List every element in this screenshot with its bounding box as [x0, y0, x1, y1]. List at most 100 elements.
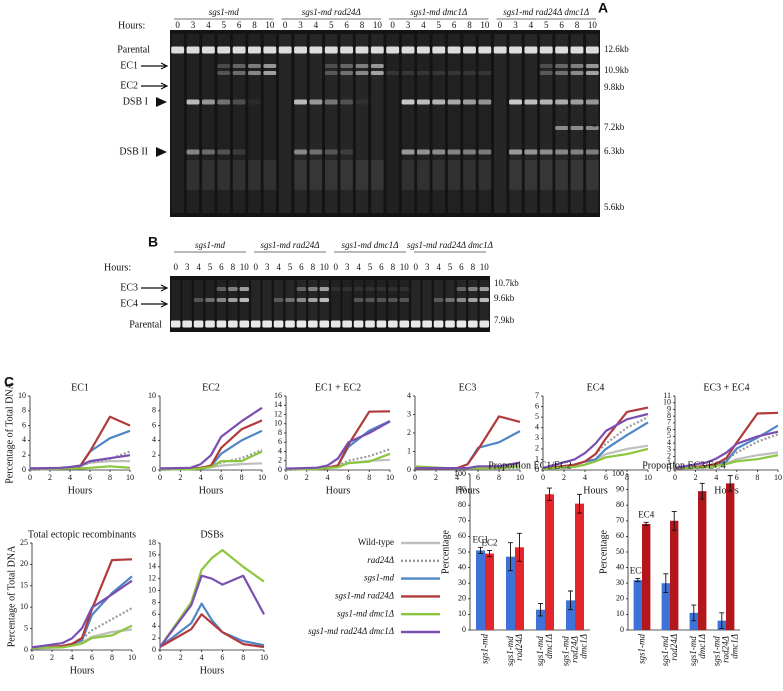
gel-band	[585, 160, 599, 190]
gel-band	[463, 160, 476, 190]
strain-label: sgs1-md rad24Δ dmc1Δ	[503, 7, 589, 17]
lane-smear	[376, 280, 386, 328]
x-tick-label: 10	[260, 653, 268, 662]
lane-smear	[285, 280, 295, 328]
series-line	[31, 558, 133, 649]
x-tick-label: 0	[673, 473, 677, 482]
strain-label: sgs1-md	[209, 7, 240, 17]
lane-smear	[217, 34, 230, 213]
y-tick-label: 10	[20, 602, 28, 611]
y-tick-label: 8	[278, 428, 282, 437]
gel-band	[319, 320, 330, 328]
gel-band	[228, 287, 238, 291]
series-line	[159, 602, 265, 648]
gel-band	[239, 287, 250, 291]
gel-band	[263, 64, 277, 68]
gel-band	[570, 160, 584, 190]
lane-smear	[325, 34, 338, 213]
y-tick-label: 20	[458, 594, 466, 603]
size-label: 9.8kb	[604, 82, 625, 92]
x-tick-label: sgs1-md rad24Δ dmc1Δ	[561, 634, 589, 666]
axis	[159, 543, 264, 651]
x-tick-label: 2	[305, 473, 309, 482]
hour-label: 4	[276, 262, 281, 272]
x-tick-label: 10	[126, 473, 134, 482]
y-tick-label: 15	[20, 581, 28, 590]
gel-band	[570, 149, 584, 155]
x-axis-label: Hours	[200, 665, 225, 676]
gel-band	[585, 126, 599, 130]
x-tick-label: 6	[88, 473, 92, 482]
y-tick-label: 80	[616, 500, 624, 509]
hour-label: 3	[345, 262, 350, 272]
x-tick-label: 8	[367, 473, 371, 482]
hour-label: 5	[544, 20, 549, 30]
gel-band	[399, 298, 410, 302]
gel-band	[232, 149, 246, 155]
gel-band	[539, 160, 553, 190]
lane-smear	[586, 34, 599, 213]
hour-label: 10	[480, 262, 490, 272]
bar	[670, 520, 679, 630]
x-tick-label: 4	[200, 653, 204, 662]
series-label: EC2	[481, 538, 497, 548]
hour-label: 4	[196, 262, 201, 272]
gel-band	[262, 320, 272, 328]
panel-letter: C	[4, 374, 14, 390]
gel-band	[468, 287, 478, 291]
bar	[575, 503, 584, 630]
gel-band	[201, 46, 215, 54]
hour-label: 5	[368, 262, 373, 272]
y-tick-label: 3	[407, 409, 411, 418]
gel-band	[570, 64, 584, 68]
y-tick-label: 4	[22, 435, 26, 444]
x-tick-label: 0	[413, 473, 417, 482]
band-label: EC4	[120, 298, 138, 309]
gel-band	[386, 46, 400, 54]
bar	[536, 609, 545, 630]
lane-smear	[570, 34, 584, 213]
gel-band	[468, 320, 478, 328]
chart-title: Total ectopic recombinants	[28, 529, 136, 540]
gel-band	[570, 126, 584, 130]
gel-band	[370, 64, 384, 68]
gel-band	[456, 320, 467, 328]
gel-band	[432, 160, 446, 190]
gel-band	[205, 320, 215, 328]
error-bar	[719, 612, 725, 629]
gel-band	[201, 160, 215, 190]
y-tick-label: 4	[278, 446, 282, 455]
y-tick-label: 100	[612, 469, 624, 478]
error-bar	[643, 521, 649, 526]
asterisk: *	[592, 122, 597, 133]
y-tick-label: 8	[22, 406, 26, 415]
y-axis-label: Percentage of Total DNA	[6, 545, 17, 647]
size-label: 7.2kb	[604, 122, 625, 132]
series-line	[29, 454, 131, 470]
series-label: EC1	[472, 534, 488, 544]
gel-band	[524, 46, 538, 54]
gel-band	[463, 99, 476, 105]
size-label: 12.6kb	[604, 44, 629, 54]
gel-band	[388, 298, 398, 302]
gel-band	[433, 298, 444, 302]
y-tick-label: 0	[535, 465, 539, 474]
series-line	[542, 447, 649, 470]
gel-band	[355, 46, 369, 54]
lane-smear	[355, 34, 369, 213]
band-label: Parental	[117, 44, 150, 55]
error-bar	[547, 487, 552, 501]
y-tick-label: 2	[278, 456, 282, 465]
y-tick-label: 30	[458, 578, 466, 587]
gel-band	[171, 46, 185, 54]
chart-title: EC3 + EC4	[703, 382, 749, 393]
y-tick-label: 40	[458, 562, 466, 571]
hour-label: 6	[452, 20, 457, 30]
y-tick-label: 10	[18, 391, 26, 400]
lane-smear	[478, 34, 491, 213]
bar	[661, 583, 670, 630]
hour-label: 3	[406, 20, 411, 30]
bar	[566, 600, 575, 630]
y-tick-label: 7	[667, 418, 671, 427]
gel-band	[355, 160, 369, 190]
